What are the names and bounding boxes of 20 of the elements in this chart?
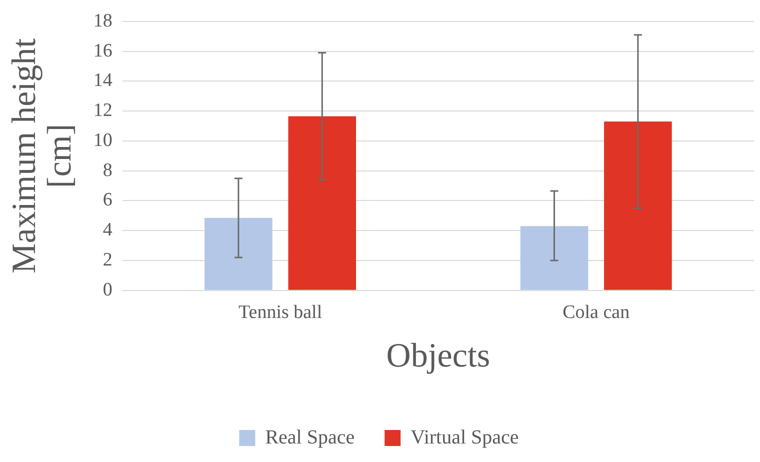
y-tick-label: 6	[102, 190, 112, 211]
y-tick-label: 8	[102, 160, 112, 181]
y-tick-label: 10	[93, 130, 112, 151]
legend-label: Virtual Space	[410, 426, 519, 448]
y-tick-label: 12	[93, 100, 112, 122]
x-tick-label: Tennis ball	[238, 302, 322, 323]
y-tick-label: 16	[93, 40, 112, 62]
y-tick-label: 2	[102, 249, 112, 270]
legend-label: Real Space	[265, 426, 355, 448]
y-axis-title: Maximum height [cm]	[6, 38, 78, 274]
y-tick-label: 4	[102, 220, 113, 241]
y-tick-label: 18	[93, 10, 112, 32]
x-tick-label: Cola can	[562, 302, 630, 323]
bar	[520, 226, 588, 290]
bar	[604, 122, 672, 290]
x-axis-title: Objects	[386, 338, 490, 375]
y-tick-label: 14	[93, 70, 113, 92]
y-tick-label: 0	[102, 279, 112, 300]
bar	[288, 116, 356, 290]
bar	[204, 218, 272, 290]
